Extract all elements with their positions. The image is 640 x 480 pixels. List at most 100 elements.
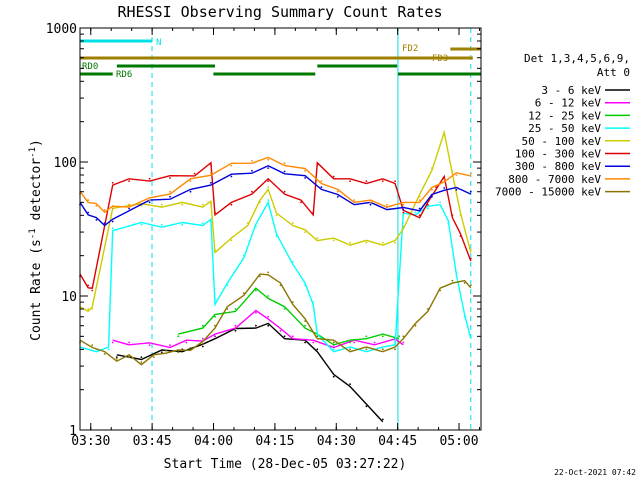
series-0-point-6	[234, 329, 237, 332]
series-4-point-19	[349, 241, 351, 244]
series-8-point-19	[316, 335, 319, 338]
series-3-point-15	[291, 260, 294, 263]
legend-label-6: 300 - 800 keV	[515, 160, 601, 173]
series-7-point-21	[418, 199, 421, 202]
series-3-point-2	[107, 348, 110, 351]
series-4-point-4	[140, 205, 143, 207]
series-3-point-9	[214, 301, 216, 303]
series-8-point-14	[259, 275, 261, 278]
series-8-point-5	[140, 361, 143, 364]
series-5-point-21	[394, 180, 396, 183]
series-6-point-21	[418, 207, 421, 210]
series-7-point-7	[169, 190, 171, 193]
series-2-point-10	[349, 341, 351, 344]
series-6-point-8	[189, 190, 192, 193]
series-1-point-11	[291, 335, 294, 338]
series-4-point-1	[87, 308, 90, 310]
series-1-point-8	[255, 311, 257, 314]
series-4-point-7	[201, 203, 204, 206]
series-3-point-19	[332, 348, 335, 351]
series-7-point-1	[87, 199, 90, 202]
series-1-point-14	[353, 341, 356, 344]
series-3-point-8	[210, 220, 212, 223]
series-8-point-7	[165, 349, 167, 352]
series-7-point-8	[189, 180, 192, 183]
series-4-point-28	[459, 214, 462, 217]
series-3-point-25	[414, 211, 417, 214]
series-4-point-25	[431, 167, 433, 170]
series-4-point-17	[316, 237, 319, 240]
series-8-point-26	[414, 324, 417, 327]
series-0-point-4	[201, 345, 204, 348]
series-5-point-2	[91, 289, 94, 292]
series-1-point-10	[279, 329, 282, 332]
state-label-rd0: RD0	[82, 62, 98, 72]
series-3-point-31	[469, 335, 472, 338]
series-4-point-12	[259, 201, 261, 204]
series-6-point-6	[148, 201, 151, 204]
legend-label-0: 3 - 6 keV	[541, 84, 601, 97]
series-2-point-0	[177, 335, 180, 338]
series-6-point-3	[103, 222, 106, 225]
series-3-point-27	[439, 201, 441, 204]
series-3-point-14	[275, 235, 278, 238]
series-1-point-12	[312, 341, 315, 344]
series-0-point-13	[349, 383, 351, 385]
series-3-point-24	[402, 214, 405, 217]
series-7-point-20	[402, 203, 405, 206]
x-tick-label-3: 04:15	[255, 434, 294, 449]
series-line-7	[79, 156, 471, 214]
series-6-point-9	[210, 181, 212, 184]
series-5-point-13	[283, 190, 286, 193]
series-7-point-2	[95, 205, 98, 207]
series-8-point-31	[469, 284, 472, 287]
series-8-point-28	[439, 289, 441, 292]
series-0-point-2	[160, 351, 163, 354]
series-5-point-8	[210, 164, 212, 166]
series-5-point-20	[381, 180, 384, 183]
series-0-point-11	[316, 348, 319, 351]
series-8-point-23	[381, 348, 384, 351]
series-1-point-1	[128, 341, 131, 344]
series-8-point-17	[291, 301, 294, 303]
series-8-point-25	[402, 335, 405, 338]
series-4-point-9	[214, 249, 216, 252]
series-6-point-2	[95, 219, 98, 221]
series-1-point-15	[373, 341, 376, 344]
series-3-point-16	[304, 284, 306, 287]
series-7-point-11	[251, 159, 253, 162]
series-8-point-3	[115, 357, 118, 360]
series-5-point-15	[312, 211, 315, 214]
y-tick-label-1: 10	[61, 290, 77, 305]
series-1-point-5	[201, 337, 204, 340]
series-3-point-23	[394, 341, 396, 344]
series-5-point-10	[230, 203, 233, 206]
series-3-point-10	[226, 284, 229, 287]
series-7-point-6	[148, 199, 151, 202]
series-3-point-6	[181, 223, 184, 226]
series-6-point-14	[304, 177, 306, 179]
series-6-point-16	[336, 195, 339, 198]
series-5-point-14	[300, 201, 302, 204]
series-4-point-6	[181, 203, 184, 206]
series-4-point-23	[402, 225, 405, 228]
x-tick-label-2: 04:00	[194, 434, 233, 449]
series-2-point-6	[283, 308, 286, 310]
series-6-point-1	[87, 211, 90, 214]
y-axis-ticks: 1 10 100 1000	[46, 22, 481, 439]
series-line-4	[79, 129, 472, 313]
legend-label-5: 100 - 300 keV	[515, 148, 601, 161]
series-5-point-24	[426, 203, 429, 206]
series-line-5	[79, 161, 472, 289]
series-5-point-7	[193, 172, 196, 175]
series-2-point-5	[267, 295, 270, 297]
series-8-point-11	[214, 324, 216, 327]
legend-label-3: 25 - 50 keV	[528, 122, 601, 135]
series-7-point-18	[369, 201, 372, 204]
series-8-point-2	[103, 353, 106, 355]
series-5-point-25	[435, 186, 437, 189]
series-7-point-10	[230, 164, 233, 167]
y-tick-label-3: 1000	[46, 22, 77, 37]
